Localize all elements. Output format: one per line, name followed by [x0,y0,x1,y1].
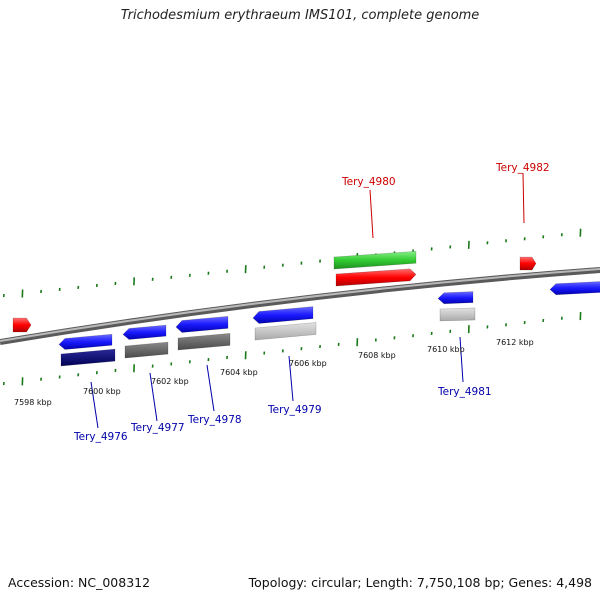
cog-bar-tery-4977[interactable] [124,341,169,359]
gene-label-reverse[interactable]: Tery_4976 [73,431,128,443]
kbp-tick-label: 7600 kbp [83,387,121,396]
cog-bar-tery-4978[interactable] [177,332,231,351]
kbp-tick-label: 7610 kbp [427,345,465,354]
cog-bar-tery-4979[interactable] [254,322,317,341]
kbp-tick-label: 7602 kbp [151,377,189,386]
cog-bar-tery-4981[interactable] [439,307,476,322]
gene-arrow-tery-4982[interactable] [519,256,537,271]
gene-label-reverse[interactable]: Tery_4979 [267,404,322,416]
genome-backbone-highlight [0,268,600,342]
reverse-strand-ticks [2,312,582,386]
topology-label: Topology: circular; Length: 7,750,108 bp… [248,575,592,590]
leader-line [206,364,215,412]
kbp-tick-label: 7606 kbp [289,359,327,368]
leader-line [90,381,99,429]
gene-arrow-tery-4979[interactable] [252,306,314,324]
kbp-tick-label: 7608 kbp [358,351,396,360]
gene-label-forward[interactable]: Tery_4982 [495,162,550,174]
accession-label: Accession: NC_008312 [8,575,151,590]
gene-arrow-tery-4976[interactable] [58,333,113,350]
kbp-tick-label: 7598 kbp [14,398,52,407]
leader-line [288,355,294,402]
gene-arrow-offscreen[interactable] [549,281,600,296]
gene-label-reverse[interactable]: Tery_4977 [130,422,185,434]
leader-line [522,172,525,224]
cog-bar-tery-4976[interactable] [60,348,116,367]
map-title: Trichodesmium erythraeum IMS101, complet… [120,8,480,23]
leader-line [149,372,158,422]
kbp-tick-label: 7612 kbp [496,338,534,347]
rna-bar-tery-4980[interactable] [333,250,417,270]
gene-arrow-tery-4980[interactable] [335,268,417,287]
leader-line [369,189,374,239]
gene-label-forward[interactable]: Tery_4980 [341,176,396,188]
gene-arrow-tery-4981[interactable] [437,291,474,305]
leader-line [459,336,464,383]
forward-strand-ticks [2,228,582,298]
kbp-tick-label: 7604 kbp [220,368,258,377]
gene-label-reverse[interactable]: Tery_4978 [187,414,242,426]
gene-arrow-tery-4978[interactable] [175,315,229,333]
gene-label-reverse[interactable]: Tery_4981 [437,386,492,398]
gene-arrow-tery-4977[interactable] [122,324,167,340]
gene-arrow-left-edge[interactable] [12,317,32,333]
